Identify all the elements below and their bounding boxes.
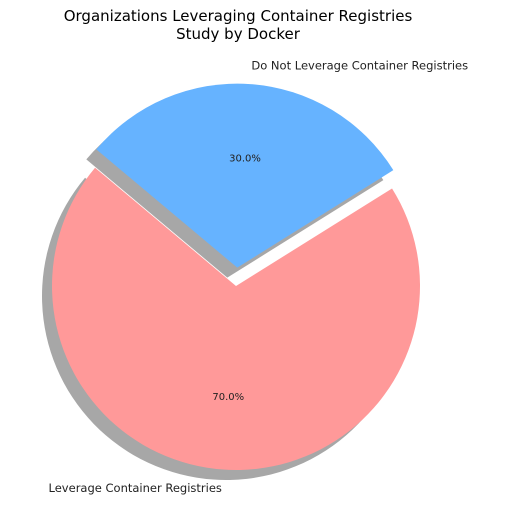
pie-label-do-not-leverage-container-registries: Do Not Leverage Container Registries xyxy=(251,59,468,73)
pie-percent-do-not-leverage-container-registries: 30.0% xyxy=(229,154,261,165)
pie-slice-leverage-container-registries xyxy=(52,167,421,471)
pie-percent-leverage-container-registries: 70.0% xyxy=(212,392,244,403)
chart-title-line-1: Organizations Leveraging Container Regis… xyxy=(64,7,413,25)
chart-title-line-2: Study by Docker xyxy=(176,25,301,43)
pie-label-leverage-container-registries: Leverage Container Registries xyxy=(49,481,222,495)
pie-slices xyxy=(52,83,421,471)
pie-slice-do-not-leverage-container-registries xyxy=(96,83,394,268)
pie-labels: Leverage Container Registries 70.0% Do Not… xyxy=(49,59,469,495)
chart-title: Organizations Leveraging Container Regis… xyxy=(64,7,413,43)
